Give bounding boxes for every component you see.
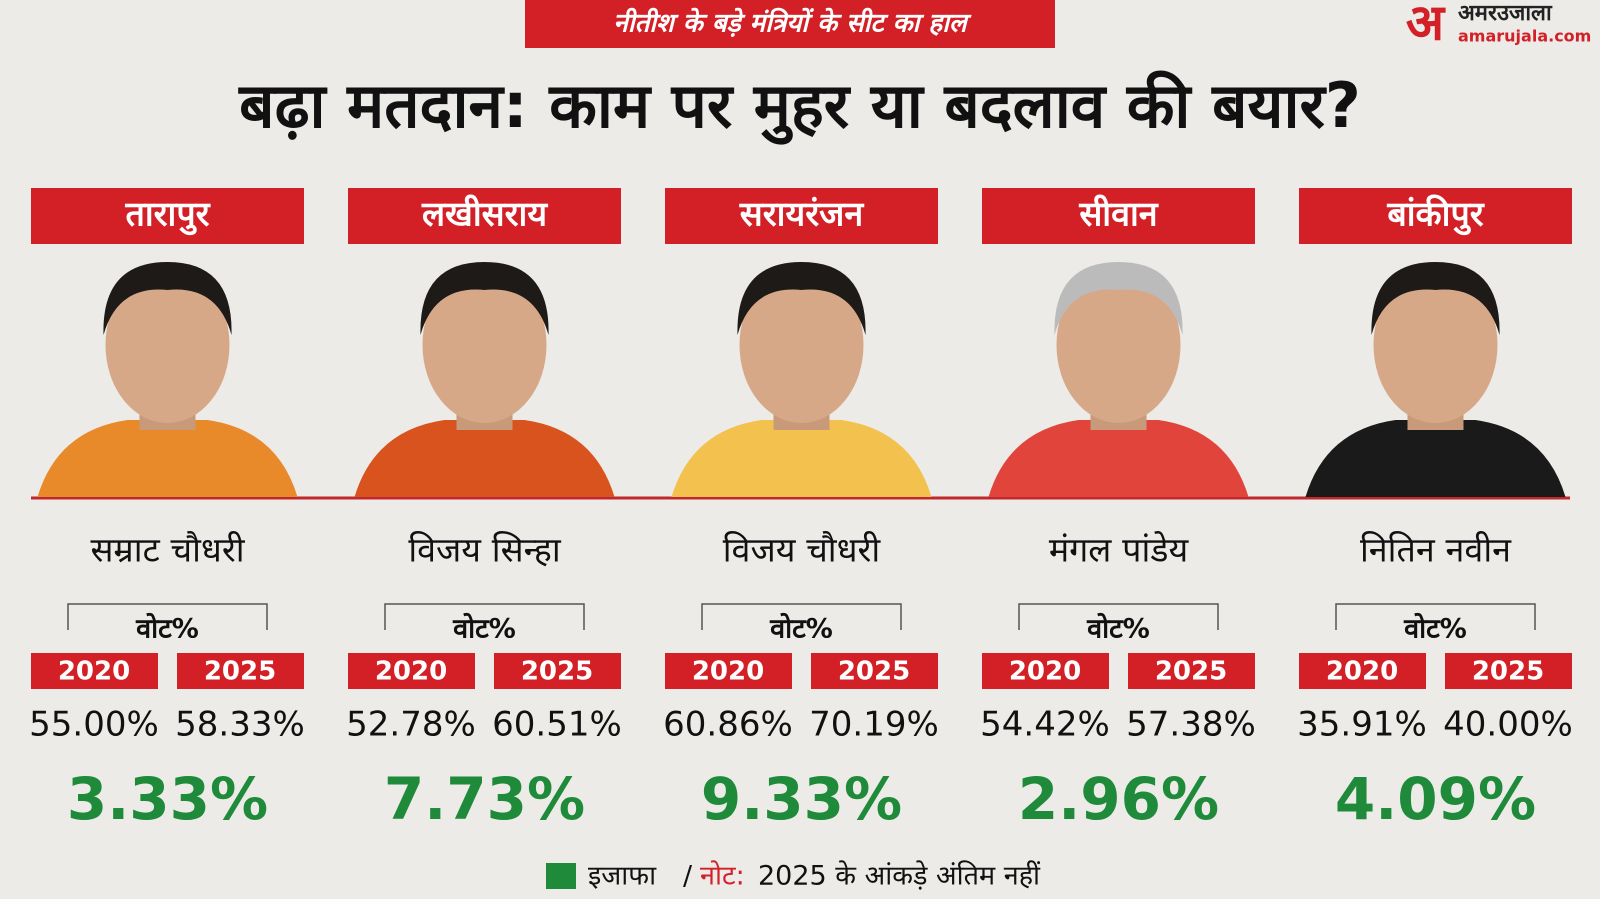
portrait-hair (103, 262, 232, 335)
legend-swatch (546, 863, 576, 889)
bracket (1018, 603, 1219, 630)
portrait-body (671, 420, 932, 497)
year-box (982, 653, 1109, 689)
year-box (348, 653, 475, 689)
portrait-face (739, 267, 864, 423)
year-label: 2020 (1009, 657, 1081, 687)
person-name: विजय चौधरी (723, 531, 882, 571)
bracket (1335, 603, 1536, 630)
change-value: 7.73% (384, 765, 585, 833)
vote-value: 55.00% (29, 705, 159, 745)
portrait-hair (420, 262, 549, 335)
vote-value: 60.86% (663, 705, 793, 745)
logo-name: अमरउजाला (1458, 1, 1553, 26)
separator: / (683, 861, 693, 892)
year-box (1445, 653, 1572, 689)
year-box (811, 653, 938, 689)
year-box (665, 653, 792, 689)
year-box (494, 653, 621, 689)
year-label: 2025 (1472, 657, 1544, 687)
vote-value: 35.91% (1297, 705, 1427, 745)
year-label: 2025 (521, 657, 593, 687)
seat-name: बांकीपुर (1386, 194, 1484, 236)
vote-value: 58.33% (175, 705, 305, 745)
portrait-body (988, 420, 1249, 497)
year-box (1299, 653, 1426, 689)
person-name: सम्राट चौधरी (90, 531, 245, 571)
year-label: 2020 (692, 657, 764, 687)
seat-box (982, 188, 1255, 244)
year-label: 2020 (375, 657, 447, 687)
vote-value: 60.51% (492, 705, 622, 745)
seat-name: सीवान (1078, 194, 1158, 235)
tag-box (525, 0, 1055, 48)
legend-label: इजाफा (588, 861, 657, 892)
seat-name: तारापुर (124, 195, 210, 236)
year-label: 2020 (58, 657, 130, 687)
portrait-face (422, 267, 547, 423)
vote-label: वोट% (135, 613, 199, 645)
year-box (177, 653, 304, 689)
portrait-hair (737, 262, 866, 335)
person-name: मंगल पांडेय (1049, 531, 1190, 571)
bracket (67, 603, 268, 630)
portrait-body (37, 420, 298, 497)
portrait-body (1305, 420, 1566, 497)
seat-box (665, 188, 938, 244)
vote-label: वोट% (1086, 613, 1150, 645)
vote-label: वोट% (769, 613, 833, 645)
portrait-face (1056, 267, 1181, 423)
portrait-hair (1054, 262, 1183, 335)
note-label: नोट: (700, 860, 745, 892)
change-value: 3.33% (67, 765, 268, 833)
vote-label: वोट% (1403, 613, 1467, 645)
vote-value: 70.19% (809, 705, 939, 745)
note: 2025 के आंकड़े अंतिम नहीं (758, 860, 1041, 892)
seat-box (348, 188, 621, 244)
year-box (1128, 653, 1255, 689)
seat-box (1299, 188, 1572, 244)
seat-name: लखीसराय (421, 194, 548, 235)
logo-site: amarujala.com (1458, 27, 1591, 46)
bracket (384, 603, 585, 630)
vote-label: वोट% (452, 613, 516, 645)
change-value: 9.33% (701, 765, 902, 833)
logo-mark: अ (1406, 0, 1446, 52)
year-box (31, 653, 158, 689)
bracket (701, 603, 902, 630)
portrait-body (354, 420, 615, 497)
person-name: नितिन नवीन (1360, 531, 1512, 571)
vote-value: 52.78% (346, 705, 476, 745)
year-label: 2025 (838, 657, 910, 687)
vote-value: 57.38% (1126, 705, 1256, 745)
portrait-face (1373, 267, 1498, 423)
person-name: विजय सिन्हा (408, 531, 561, 571)
vote-value: 40.00% (1443, 705, 1573, 745)
portrait-hair (1371, 262, 1500, 335)
year-label: 2025 (1155, 657, 1227, 687)
vote-value: 54.42% (980, 705, 1110, 745)
change-value: 2.96% (1018, 765, 1219, 833)
seat-box (31, 188, 304, 244)
portrait-face (105, 267, 230, 423)
seat-name: सरायरंजन (739, 195, 865, 235)
year-label: 2020 (1326, 657, 1398, 687)
title: बढ़ा मतदान: काम पर मुहर या बदलाव की बयार… (238, 69, 1361, 145)
change-value: 4.09% (1335, 765, 1536, 833)
tag: नीतीश के बड़े मंत्रियों के सीट का हाल (613, 8, 972, 39)
year-label: 2025 (204, 657, 276, 687)
